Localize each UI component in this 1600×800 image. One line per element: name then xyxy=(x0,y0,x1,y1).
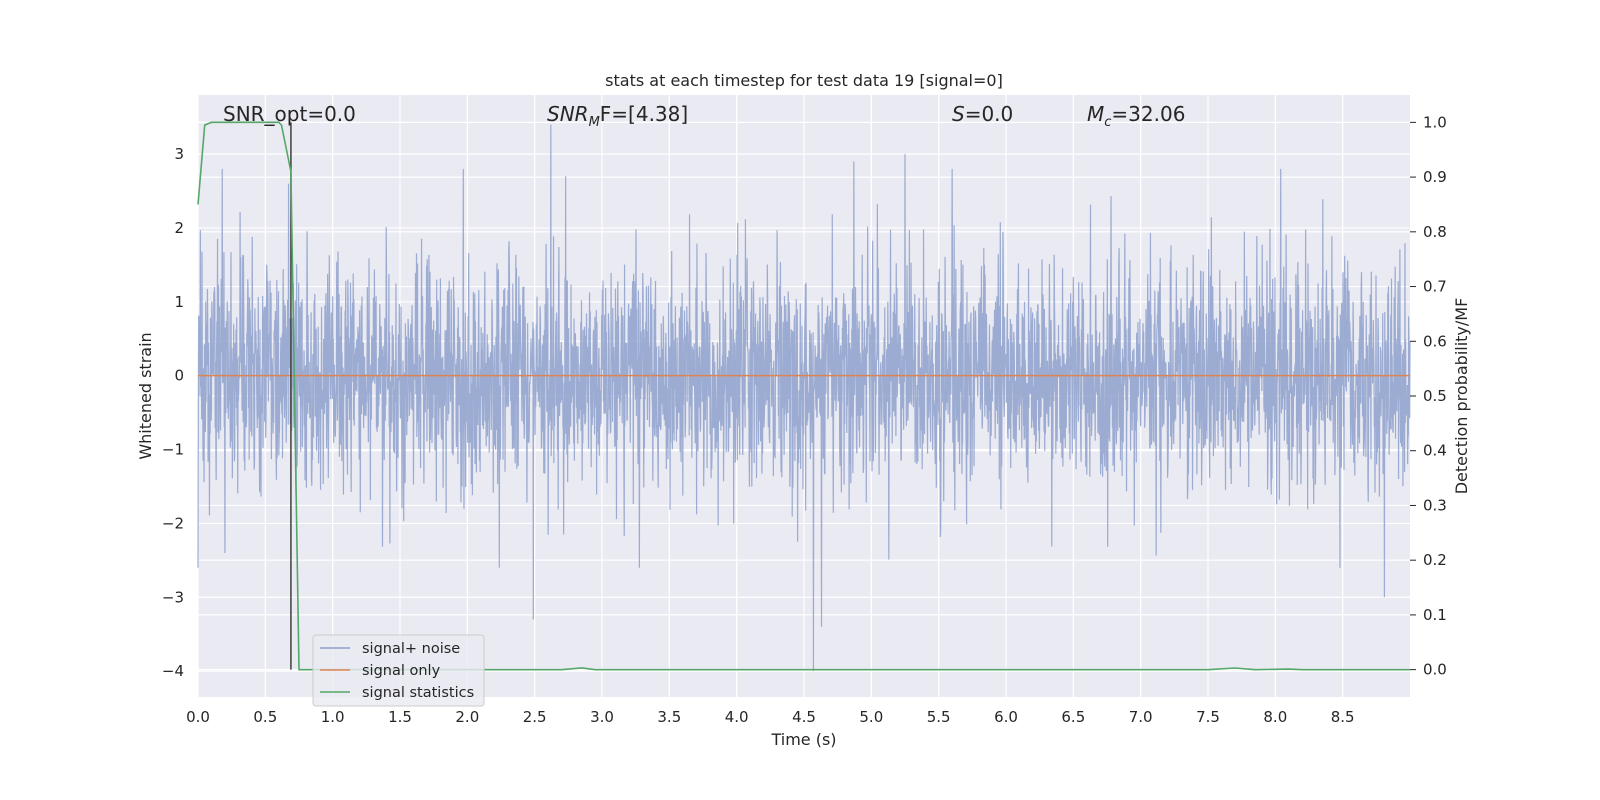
y2-tick-label: 0.1 xyxy=(1423,606,1447,624)
x-tick-label: 7.0 xyxy=(1129,708,1153,726)
x-tick-label: 8.0 xyxy=(1263,708,1287,726)
x-tick-label: 1.5 xyxy=(388,708,412,726)
y2-tick-label: 1.0 xyxy=(1423,113,1447,131)
y2-tick-label: 0.0 xyxy=(1423,661,1447,679)
line-signal-noise xyxy=(197,124,1411,672)
chart-title: stats at each timestep for test data 19 … xyxy=(605,71,1003,90)
annotation-s-main: S xyxy=(952,102,965,126)
y-tick-label: −4 xyxy=(162,662,184,680)
series-signal-statistics xyxy=(197,121,1410,671)
y2-tick-label: 0.3 xyxy=(1423,496,1447,514)
line-signal-statistics xyxy=(197,121,1410,671)
x-tick-label: 3.0 xyxy=(590,708,614,726)
legend: signal+ noise signal only signal statist… xyxy=(312,634,485,707)
x-tick-label: 4.0 xyxy=(725,708,749,726)
annotation-snr-mf-main: SNR xyxy=(547,102,589,126)
y-axis-label: Whitened strain xyxy=(136,332,155,459)
y2-axis-label: Detection probability/MF xyxy=(1452,298,1471,495)
y-tick-label: −3 xyxy=(162,588,184,606)
series-signal-noise xyxy=(197,124,1411,672)
annotation-s-rest: =0.0 xyxy=(965,102,1014,126)
x-tick-label: 0.0 xyxy=(186,708,210,726)
y2-tick-label: 0.9 xyxy=(1423,168,1447,186)
y-tick-label: −2 xyxy=(162,514,184,532)
y2-tick-label: 0.8 xyxy=(1423,223,1447,241)
x-tick-label: 1.0 xyxy=(321,708,345,726)
x-axis-label: Time (s) xyxy=(770,730,836,749)
legend-label-noise: signal+ noise xyxy=(362,641,460,657)
y2-tick-label: 0.2 xyxy=(1423,551,1447,569)
x-tick-label: 5.5 xyxy=(927,708,951,726)
x-tick-label: 2.5 xyxy=(523,708,547,726)
y2-tick-label: 0.6 xyxy=(1423,332,1447,350)
x-tick-label: 3.5 xyxy=(657,708,681,726)
annotation-snr-mf: SNRMF=[4.38] xyxy=(547,102,688,130)
annotation-mc-main: M xyxy=(1087,102,1104,126)
x-tick-label: 4.5 xyxy=(792,708,816,726)
y-tick-label: −1 xyxy=(162,441,184,459)
x-tick-label: 5.0 xyxy=(859,708,883,726)
annotation-mc-rest: =32.06 xyxy=(1111,102,1185,126)
x-tick-label: 6.0 xyxy=(994,708,1018,726)
y2-tick-label: 0.4 xyxy=(1423,442,1447,460)
y-tick-label: 0 xyxy=(174,367,184,385)
legend-box xyxy=(312,634,485,707)
x-tick-label: 8.5 xyxy=(1331,708,1355,726)
y2-tick-label: 0.5 xyxy=(1423,387,1447,405)
x-tick-label: 7.5 xyxy=(1196,708,1220,726)
annotation-mc-sub: c xyxy=(1104,115,1111,130)
annotation-snr-mf-sub: M xyxy=(589,115,600,130)
annotation-mc: Mc=32.06 xyxy=(1087,102,1185,130)
annotation-snr-mf-rest: F=[4.38] xyxy=(600,102,688,126)
annotation-snr-opt: SNR_opt=0.0 xyxy=(223,102,356,126)
x-tick-label: 2.0 xyxy=(455,708,479,726)
y-tick-label: 3 xyxy=(174,145,184,163)
legend-label-stats: signal statistics xyxy=(362,685,474,701)
y2-axis-ticks: 1.0 0.9 0.8 0.7 0.6 0.5 0.4 0.3 0.2 0.1 0.0 xyxy=(1410,113,1447,679)
x-axis-ticks: 0.0 0.5 1.0 1.5 2.0 2.5 3.0 3.5 4.0 4.5 5.0 5.5 6.0 6… xyxy=(186,708,1355,726)
y-axis-ticks: 3 2 1 0 −1 −2 −3 −4 xyxy=(162,145,184,680)
x-tick-label: 0.5 xyxy=(253,708,277,726)
y-tick-label: 1 xyxy=(174,293,184,311)
annotation-s: S=0.0 xyxy=(952,102,1013,126)
y-tick-label: 2 xyxy=(174,219,184,237)
x-tick-label: 6.5 xyxy=(1061,708,1085,726)
legend-label-signal: signal only xyxy=(362,663,441,679)
y2-tick-label: 0.7 xyxy=(1423,278,1447,296)
